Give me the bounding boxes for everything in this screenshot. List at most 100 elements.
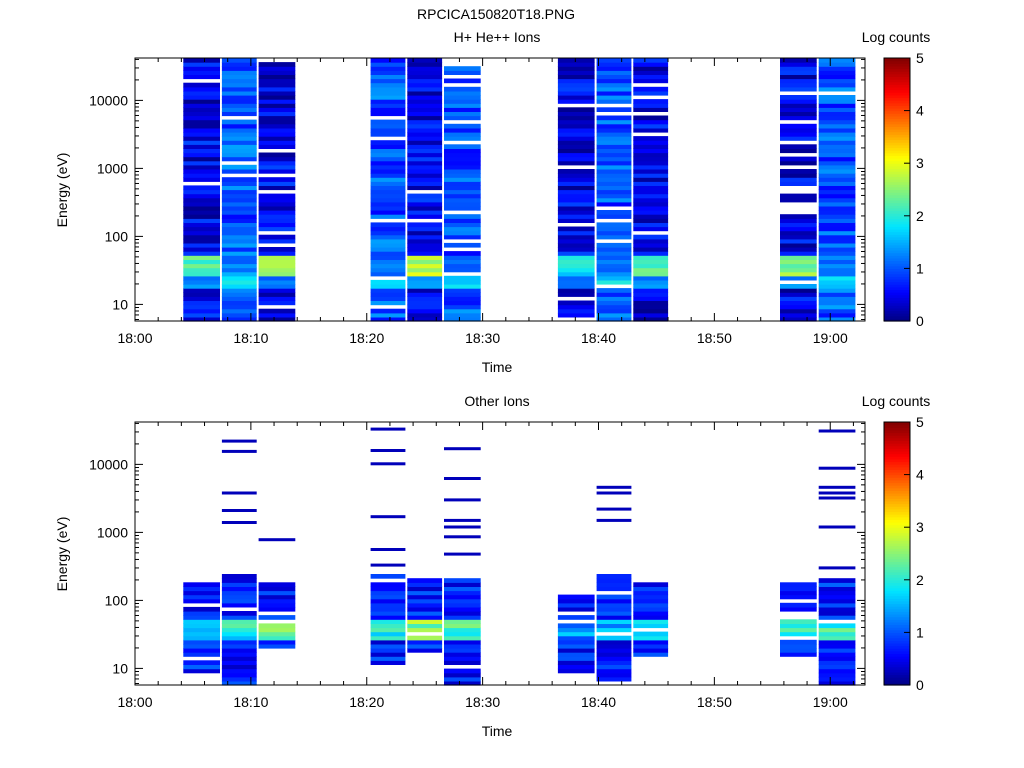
heatmap-cell xyxy=(407,312,443,318)
colorbar-swatch xyxy=(884,89,910,93)
heatmap-cell xyxy=(818,429,856,433)
heatmap-cell xyxy=(183,635,220,641)
heatmap-cell xyxy=(633,78,669,84)
heatmap-column xyxy=(780,582,817,657)
heatmap-cell xyxy=(221,152,257,158)
heatmap-cell xyxy=(780,132,817,137)
heatmap-cell xyxy=(818,271,856,277)
heatmap-cell xyxy=(407,103,443,108)
heatmap-cell xyxy=(407,173,443,178)
heatmap-cell xyxy=(221,156,257,162)
colorbar-swatch xyxy=(884,490,910,494)
heatmap-cell xyxy=(183,308,220,314)
colorbar-swatch xyxy=(884,616,910,620)
colorbar-swatch xyxy=(884,181,910,185)
heatmap-cell xyxy=(818,275,856,281)
heatmap-column xyxy=(183,58,220,322)
heatmap-cell xyxy=(444,95,481,100)
colorbar-swatch xyxy=(884,305,910,309)
heatmap-column xyxy=(780,58,817,322)
heatmap-cell xyxy=(818,263,856,269)
colorbar-frame xyxy=(883,57,911,322)
heatmap-cell xyxy=(258,312,296,318)
heatmap-cell xyxy=(557,152,595,158)
colorbar-swatch xyxy=(884,260,910,264)
heatmap-cell xyxy=(407,160,443,166)
heatmap-cell xyxy=(183,279,220,285)
heatmap-cell xyxy=(596,652,632,657)
heatmap-cell xyxy=(780,86,817,92)
heatmap-cell xyxy=(633,119,669,125)
heatmap-cell xyxy=(444,144,481,149)
heatmap-cell xyxy=(557,247,595,252)
heatmap-cell xyxy=(818,680,856,686)
heatmap-cell xyxy=(407,296,443,301)
colorbar-swatch xyxy=(884,682,910,686)
heatmap-cell xyxy=(557,86,595,92)
colorbar-swatch xyxy=(884,635,910,639)
heatmap-cell xyxy=(370,611,406,616)
heatmap-cell xyxy=(633,197,669,203)
heatmap-cell xyxy=(633,271,669,277)
heatmap-cell xyxy=(370,123,406,129)
heatmap-cell xyxy=(596,491,632,495)
colorbar-swatch xyxy=(884,429,910,434)
heatmap-cell xyxy=(183,164,220,170)
colorbar-swatch xyxy=(884,453,910,457)
heatmap-cell xyxy=(596,586,632,592)
colorbar-swatch xyxy=(884,479,910,484)
colorbar-swatch xyxy=(884,176,910,180)
heatmap-cell xyxy=(183,201,220,207)
heatmap-cell xyxy=(258,111,296,117)
colorbar-swatch xyxy=(884,236,910,241)
heatmap-cell xyxy=(370,238,406,244)
heatmap-cell xyxy=(221,449,257,453)
heatmap-cell xyxy=(183,251,220,256)
heatmap-cell xyxy=(557,66,595,71)
heatmap-cell xyxy=(633,205,669,211)
heatmap-cell xyxy=(258,74,296,80)
heatmap-cell xyxy=(818,652,856,657)
heatmap-cell xyxy=(596,169,632,174)
x-tick-label: 19:00 xyxy=(813,694,848,710)
colorbar-swatch xyxy=(884,252,910,256)
heatmap-cell xyxy=(407,205,443,211)
colorbar-swatch xyxy=(884,482,910,486)
heatmap-cell xyxy=(444,586,481,592)
heatmap-cell xyxy=(407,127,443,133)
panel-title: Other Ions xyxy=(464,393,529,409)
heatmap-cell xyxy=(818,74,856,80)
heatmap-cell xyxy=(818,312,856,318)
heatmap-cell xyxy=(258,181,296,186)
colorbar-swatch xyxy=(884,68,910,72)
heatmap-cell xyxy=(221,680,257,686)
heatmap-cell xyxy=(444,86,481,92)
heatmap-cell xyxy=(370,156,406,162)
heatmap-cell xyxy=(258,210,296,215)
heatmap-cell xyxy=(183,99,220,104)
colorbar-swatch xyxy=(884,456,910,460)
heatmap-cell xyxy=(407,247,443,252)
heatmap-cell xyxy=(557,107,595,112)
heatmap-area xyxy=(183,58,856,322)
heatmap-cell xyxy=(818,668,856,674)
colorbar-swatch xyxy=(884,105,910,109)
heatmap-cell xyxy=(780,247,817,252)
heatmap-cell xyxy=(407,639,443,645)
heatmap-cell xyxy=(596,594,632,600)
heatmap-cell xyxy=(258,205,296,211)
heatmap-cell xyxy=(183,119,220,125)
heatmap-cell xyxy=(557,238,595,244)
heatmap-cell xyxy=(596,643,632,649)
heatmap-cell xyxy=(370,251,406,256)
colorbar-swatch xyxy=(884,115,910,120)
heatmap-cell xyxy=(407,193,443,199)
heatmap-cell xyxy=(633,160,669,166)
colorbar-swatch xyxy=(884,458,910,463)
heatmap-cell xyxy=(818,247,856,252)
heatmap-cell xyxy=(557,111,595,117)
heatmap-cell xyxy=(183,132,220,137)
heatmap-cell xyxy=(258,193,296,199)
colorbar-swatch xyxy=(884,650,910,655)
colorbar-swatch xyxy=(884,76,910,80)
